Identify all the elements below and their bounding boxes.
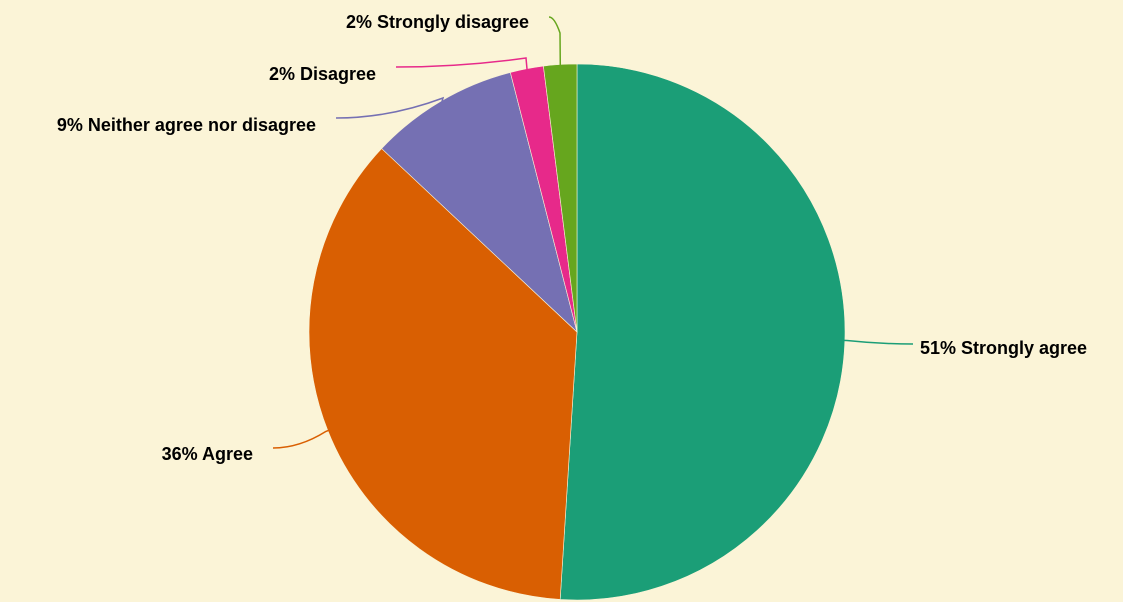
leader-line-neither-agree-nor-disagree xyxy=(335,96,445,119)
slice-label-strongly-agree: 51% Strongly agree xyxy=(920,338,1087,358)
slice-label-strongly-disagree: 2% Strongly disagree xyxy=(346,12,529,32)
slice-label-neither-agree-nor-disagree: 9% Neither agree nor disagree xyxy=(57,115,316,135)
leader-line-strongly-disagree xyxy=(548,16,562,67)
slice-label-agree: 36% Agree xyxy=(162,444,253,464)
leader-line-agree xyxy=(272,429,330,449)
leader-line-disagree xyxy=(395,57,528,71)
slice-label-disagree: 2% Disagree xyxy=(269,64,376,84)
slice-labels: 51% Strongly agree 36% Agree 9% Neither ag… xyxy=(57,12,1087,464)
leader-line-strongly-agree xyxy=(842,339,914,345)
leader-lines xyxy=(272,16,914,449)
pie-slice-neither-agree-nor-disagree xyxy=(381,72,578,333)
pie-slice-strongly-agree xyxy=(559,63,846,601)
pie-slices xyxy=(308,63,846,601)
